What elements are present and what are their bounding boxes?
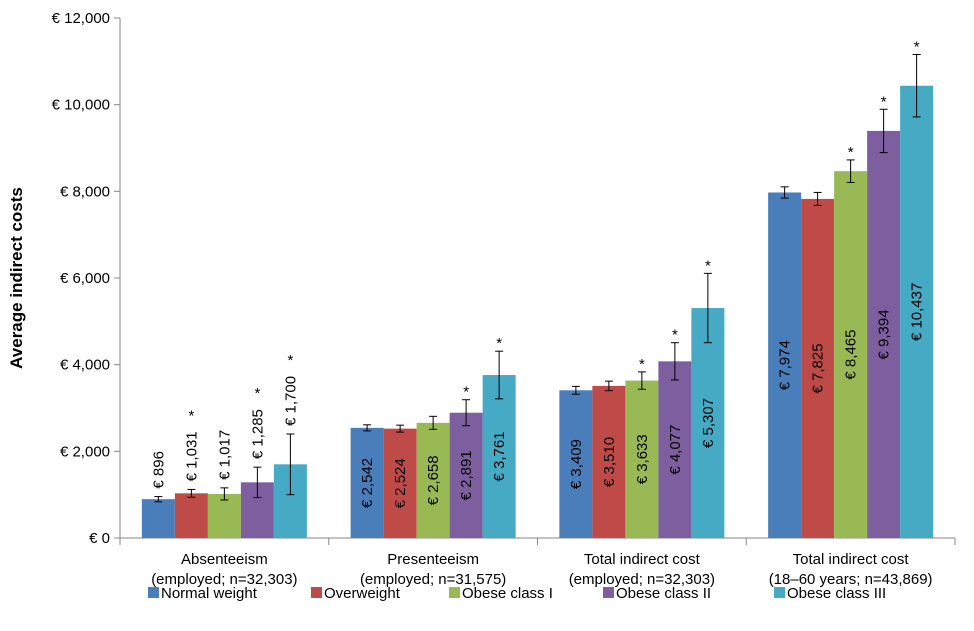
data-label: € 896 bbox=[150, 451, 167, 489]
y-tick-label: € 4,000 bbox=[60, 357, 110, 374]
significance-marker: * bbox=[188, 407, 194, 424]
significance-marker: * bbox=[705, 257, 711, 274]
data-label: € 3,633 bbox=[634, 434, 651, 484]
y-tick-label: € 0 bbox=[89, 530, 110, 547]
legend-label: Obese class III bbox=[787, 585, 886, 602]
data-label: € 1,031 bbox=[183, 431, 200, 481]
significance-marker: * bbox=[254, 385, 260, 402]
significance-marker: * bbox=[914, 39, 920, 56]
significance-marker: * bbox=[639, 356, 645, 373]
data-label: € 2,658 bbox=[425, 455, 442, 505]
data-label: € 2,524 bbox=[392, 458, 409, 508]
y-tick-label: € 2,000 bbox=[60, 443, 110, 460]
bar bbox=[625, 380, 659, 538]
category-label: Absenteeism bbox=[181, 551, 268, 568]
legend-swatch bbox=[449, 587, 460, 598]
legend-label: Overweight bbox=[324, 585, 401, 602]
bar bbox=[383, 428, 417, 538]
bar bbox=[482, 375, 516, 538]
bar bbox=[834, 171, 868, 538]
data-label: € 4,077 bbox=[667, 425, 684, 475]
category-label: Total indirect cost bbox=[793, 551, 910, 568]
bar bbox=[691, 308, 725, 538]
data-label: € 8,465 bbox=[843, 330, 860, 380]
data-label: € 5,307 bbox=[700, 398, 717, 448]
data-label: € 7,825 bbox=[810, 343, 827, 393]
bar bbox=[207, 493, 241, 538]
category-label: (employed; n=32,303) bbox=[151, 571, 297, 588]
y-tick-label: € 6,000 bbox=[60, 270, 110, 287]
y-tick-label: € 10,000 bbox=[52, 97, 110, 114]
data-label: € 1,700 bbox=[282, 376, 299, 426]
significance-marker: * bbox=[881, 93, 887, 110]
significance-marker: * bbox=[672, 327, 678, 344]
data-label: € 2,891 bbox=[458, 450, 475, 500]
legend-label: Obese class II bbox=[616, 585, 711, 602]
category-label: (employed; n=32,303) bbox=[569, 571, 715, 588]
y-tick-label: € 8,000 bbox=[60, 183, 110, 200]
legend-swatch bbox=[148, 587, 159, 598]
category-label: (employed; n=31,575) bbox=[360, 571, 506, 588]
y-axis-title: Average indirect costs bbox=[7, 187, 26, 369]
category-label: Presenteeism bbox=[387, 551, 479, 568]
data-label: € 1,017 bbox=[216, 430, 233, 480]
data-label: € 3,510 bbox=[601, 437, 618, 487]
data-label: € 10,437 bbox=[909, 283, 926, 341]
bar bbox=[658, 361, 692, 538]
data-label: € 3,761 bbox=[491, 431, 508, 481]
data-label: € 3,409 bbox=[568, 439, 585, 489]
bar bbox=[900, 85, 934, 538]
bar bbox=[174, 493, 208, 538]
bar bbox=[449, 412, 483, 538]
data-label: € 7,974 bbox=[777, 340, 794, 390]
bar bbox=[801, 198, 835, 538]
bar bbox=[592, 385, 626, 538]
data-label: € 9,394 bbox=[876, 309, 893, 359]
bar bbox=[768, 192, 802, 538]
legend-swatch bbox=[603, 587, 614, 598]
legend-label: Normal weight bbox=[161, 585, 258, 602]
y-tick-label: € 12,000 bbox=[52, 10, 110, 27]
bar bbox=[350, 427, 384, 538]
category-label: (18–60 years; n=43,869) bbox=[769, 571, 933, 588]
significance-marker: * bbox=[463, 384, 469, 401]
significance-marker: * bbox=[848, 144, 854, 161]
data-label: € 2,542 bbox=[359, 458, 376, 508]
significance-marker: * bbox=[287, 352, 293, 369]
bar bbox=[559, 390, 593, 538]
legend-swatch bbox=[311, 587, 322, 598]
legend-swatch bbox=[774, 587, 785, 598]
category-label: Total indirect cost bbox=[584, 551, 701, 568]
bar bbox=[416, 422, 450, 538]
significance-marker: * bbox=[496, 335, 502, 352]
legend-label: Obese class I bbox=[462, 585, 553, 602]
bar bbox=[141, 499, 175, 538]
data-label: € 1,285 bbox=[249, 409, 266, 459]
bar bbox=[867, 130, 901, 538]
